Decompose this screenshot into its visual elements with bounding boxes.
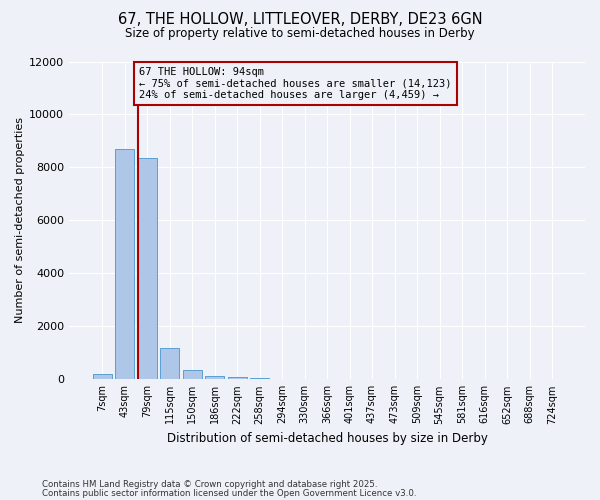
Text: Contains public sector information licensed under the Open Government Licence v3: Contains public sector information licen… — [42, 488, 416, 498]
Bar — [227, 376, 247, 380]
Bar — [137, 158, 157, 380]
Bar — [205, 376, 224, 380]
Y-axis label: Number of semi-detached properties: Number of semi-detached properties — [15, 118, 25, 324]
Bar — [182, 370, 202, 380]
X-axis label: Distribution of semi-detached houses by size in Derby: Distribution of semi-detached houses by … — [167, 432, 488, 445]
Text: 67 THE HOLLOW: 94sqm
← 75% of semi-detached houses are smaller (14,123)
24% of s: 67 THE HOLLOW: 94sqm ← 75% of semi-detac… — [139, 67, 452, 100]
Bar — [160, 348, 179, 380]
Bar — [92, 374, 112, 380]
Bar — [250, 378, 269, 380]
Bar — [115, 149, 134, 380]
Text: 67, THE HOLLOW, LITTLEOVER, DERBY, DE23 6GN: 67, THE HOLLOW, LITTLEOVER, DERBY, DE23 … — [118, 12, 482, 28]
Text: Contains HM Land Registry data © Crown copyright and database right 2025.: Contains HM Land Registry data © Crown c… — [42, 480, 377, 489]
Text: Size of property relative to semi-detached houses in Derby: Size of property relative to semi-detach… — [125, 28, 475, 40]
